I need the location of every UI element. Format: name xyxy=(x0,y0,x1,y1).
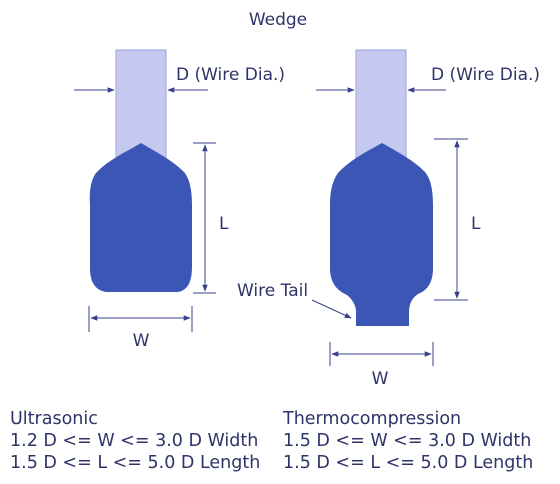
ultrasonic-heading: Ultrasonic xyxy=(10,409,98,429)
right-bond-foot xyxy=(330,143,433,326)
right-width-dimension: W xyxy=(329,342,434,389)
left-width-label: W xyxy=(133,331,150,351)
right-wire-diameter-label: D (Wire Dia.) xyxy=(431,65,540,85)
ultrasonic-bond xyxy=(89,49,192,292)
thermocompression-width-rule: 1.5 D <= W <= 3.0 D Width xyxy=(283,431,532,451)
ultrasonic-width-rule: 1.2 D <= W <= 3.0 D Width xyxy=(10,431,259,451)
right-length-dimension: L xyxy=(434,138,481,301)
left-width-dimension: W xyxy=(88,306,193,351)
right-length-label: L xyxy=(471,214,481,234)
ultrasonic-length-rule: 1.5 D <= L <= 5.0 D Length xyxy=(10,453,261,473)
thermocompression-length-rule: 1.5 D <= L <= 5.0 D Length xyxy=(283,453,534,473)
wire-tail-label: Wire Tail xyxy=(237,281,308,301)
right-wire-diameter-dimension: D (Wire Dia.) xyxy=(316,65,540,93)
left-wire-diameter-dimension: D (Wire Dia.) xyxy=(74,65,285,93)
wire-tail-callout: Wire Tail xyxy=(237,281,352,319)
left-bond-foot xyxy=(89,143,192,292)
thermocompression-bond xyxy=(330,49,433,326)
left-length-dimension: L xyxy=(193,142,229,294)
diagram-title: Wedge xyxy=(249,10,307,30)
left-wire-diameter-label: D (Wire Dia.) xyxy=(176,65,285,85)
thermocompression-heading: Thermocompression xyxy=(283,409,462,429)
left-length-label: L xyxy=(219,214,229,234)
thermocompression-caption: Thermocompression 1.5 D <= W <= 3.0 D Wi… xyxy=(283,408,533,474)
ultrasonic-caption: Ultrasonic 1.2 D <= W <= 3.0 D Width 1.5… xyxy=(10,408,260,474)
right-width-label: W xyxy=(372,369,389,389)
